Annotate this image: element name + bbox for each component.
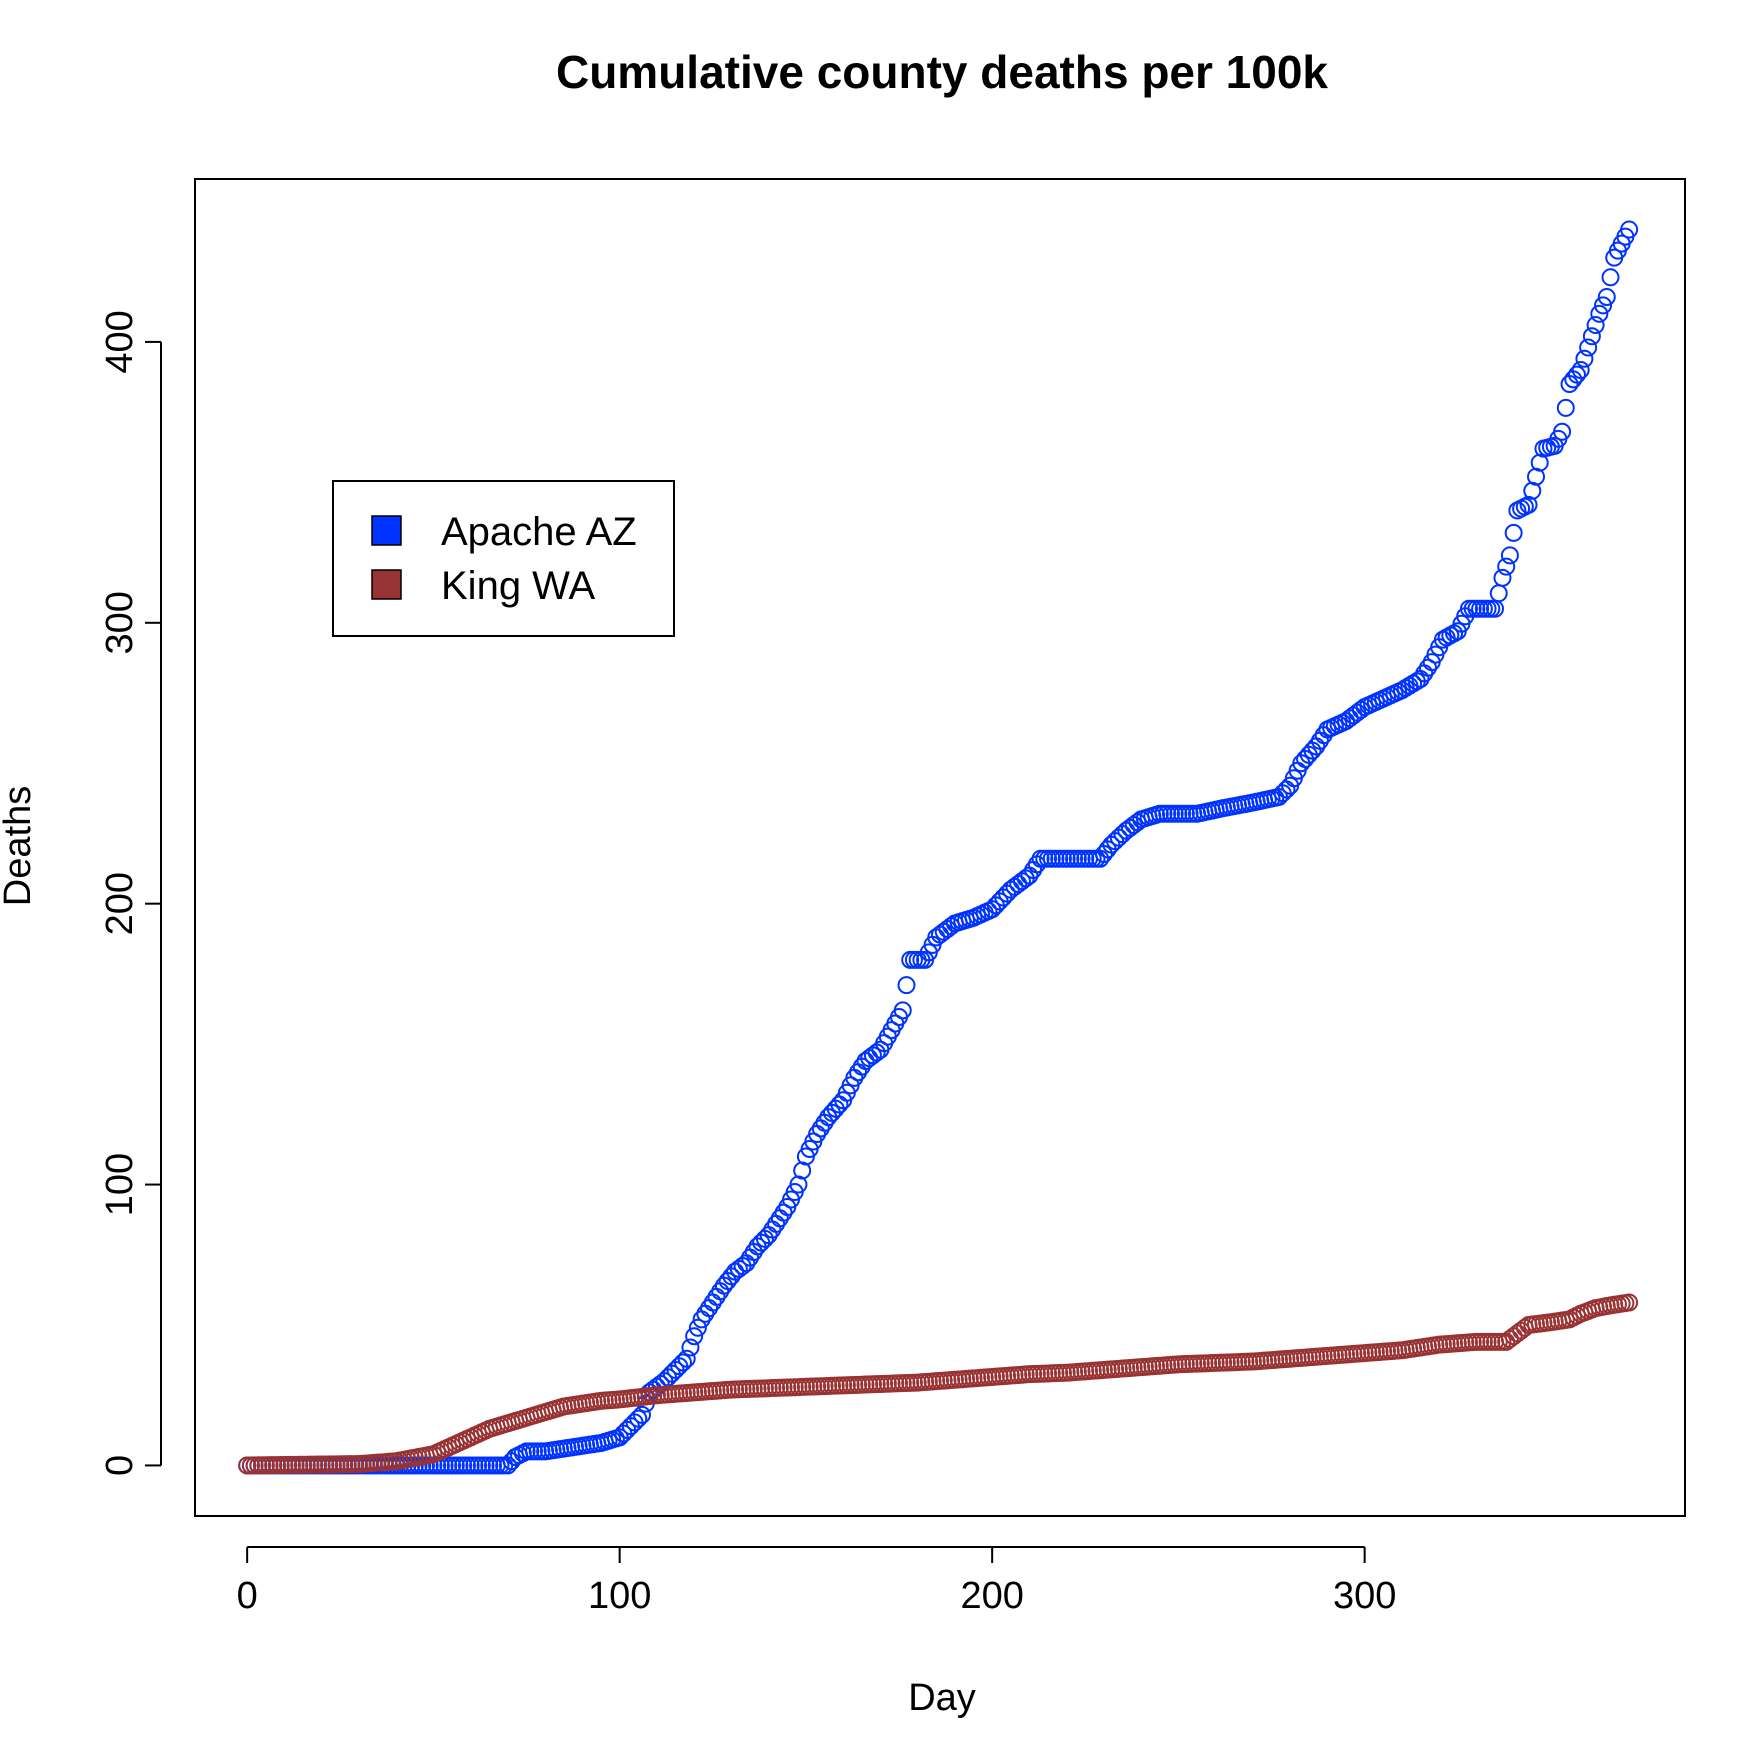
data-point <box>1556 398 1575 417</box>
data-point <box>1590 304 1609 323</box>
legend-label-king-wa: King WA <box>441 564 595 608</box>
data-point <box>1579 338 1598 357</box>
data-point <box>1620 1293 1639 1312</box>
data-point <box>1493 568 1512 587</box>
data-point <box>677 1349 696 1368</box>
series-king-wa <box>238 1293 1639 1475</box>
data-point <box>1571 361 1590 379</box>
y-axis-label: Deaths <box>0 786 39 906</box>
data-point <box>685 1327 704 1346</box>
y-tick-label: 200 <box>99 872 141 935</box>
data-point <box>1620 220 1639 239</box>
data-point <box>1597 287 1616 306</box>
y-tick-label: 300 <box>99 591 141 654</box>
data-point <box>1497 557 1516 576</box>
y-tick-label: 100 <box>99 1153 141 1216</box>
legend-swatch-apache-az <box>371 515 402 546</box>
data-point <box>1582 327 1601 346</box>
x-tick-label: 300 <box>1333 1575 1396 1617</box>
y-tick-label: 0 <box>99 1455 141 1476</box>
x-tick-label: 200 <box>960 1575 1023 1617</box>
data-point <box>673 1353 692 1372</box>
data-point <box>1601 268 1620 287</box>
data-point <box>1594 296 1613 315</box>
data-point <box>1567 365 1586 384</box>
data-point <box>1586 316 1605 335</box>
legend-label-apache-az: Apache AZ <box>441 510 637 554</box>
data-point <box>1575 349 1594 368</box>
data-point <box>897 976 916 995</box>
y-axis: 0 100 200 300 400 <box>99 310 162 1476</box>
legend: Apache AZ King WA <box>332 480 675 637</box>
x-tick-label: 0 <box>237 1575 258 1617</box>
data-point <box>633 1405 651 1424</box>
legend-box <box>332 480 675 637</box>
data-point <box>629 1409 648 1428</box>
data-point <box>893 1001 912 1020</box>
x-tick-label: 100 <box>588 1575 651 1617</box>
data-point <box>1553 422 1572 441</box>
legend-swatch-king-wa <box>371 569 402 600</box>
data-point <box>1500 546 1519 565</box>
data-point <box>681 1338 700 1357</box>
chart-title: Cumulative county deaths per 100k <box>556 46 1328 98</box>
data-point <box>688 1318 707 1337</box>
x-axis: 0 100 200 300 <box>237 1546 1396 1617</box>
chart-marks <box>238 220 1639 1475</box>
plot-frame <box>194 178 1686 1517</box>
y-tick-label: 400 <box>99 310 141 373</box>
data-point <box>1504 523 1523 542</box>
x-axis-label: Day <box>908 1677 976 1719</box>
